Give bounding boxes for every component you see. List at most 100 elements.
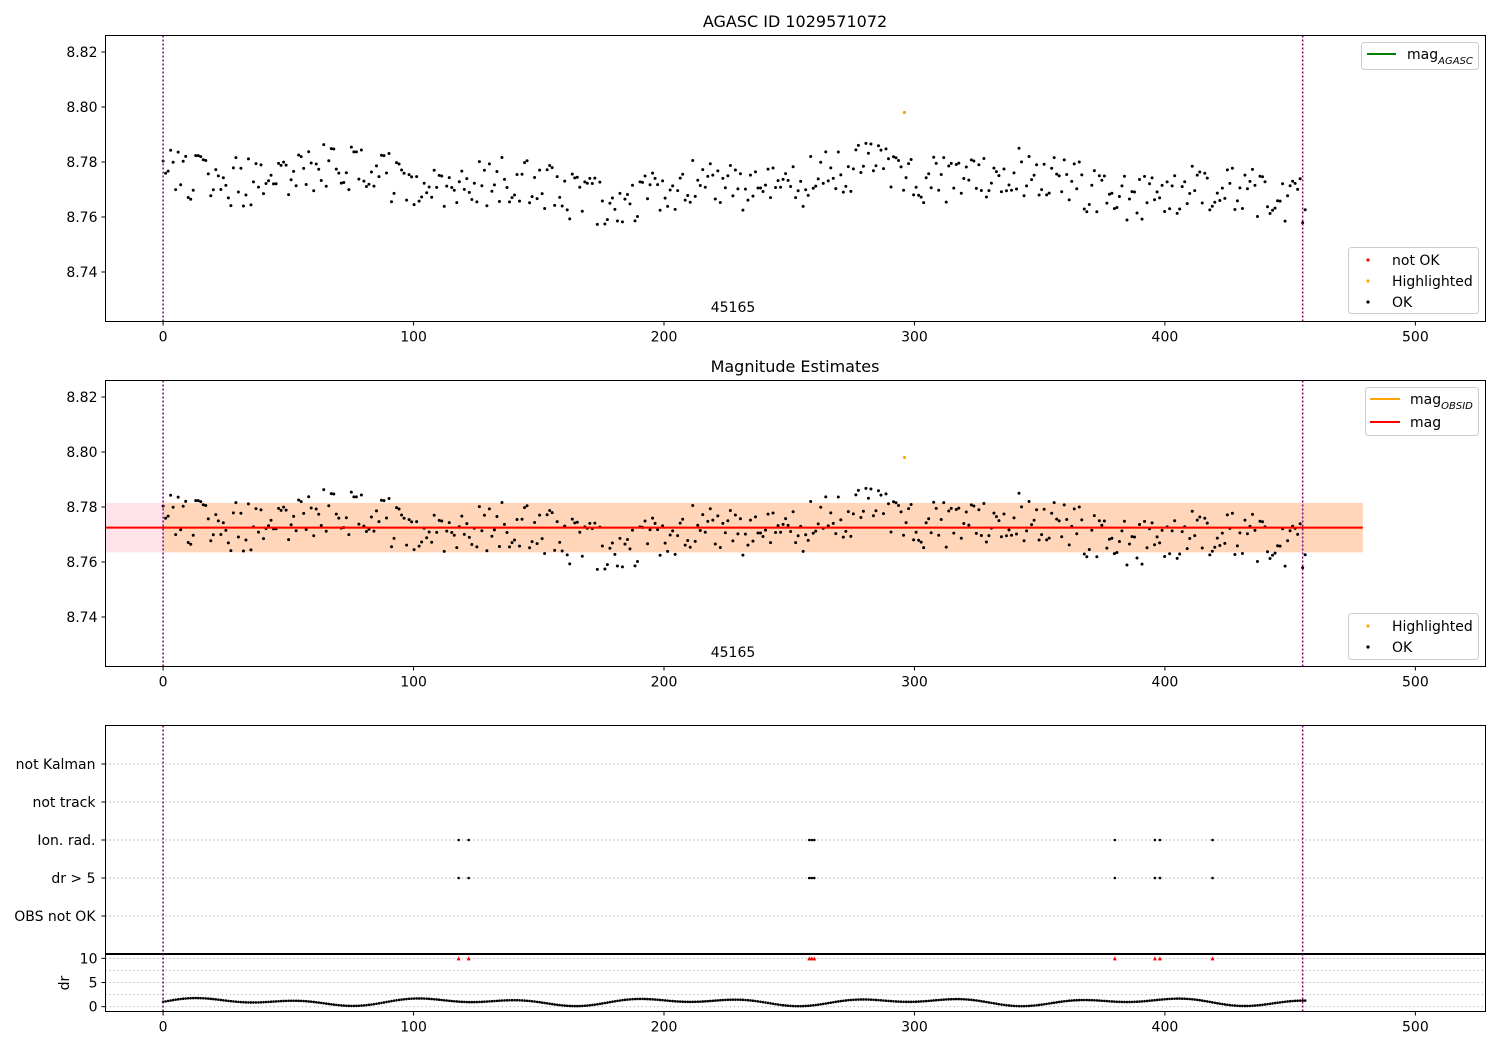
panel1-ok-point (543, 207, 547, 211)
panel1-ok-point (1077, 160, 1081, 164)
panel2-ok-point (1107, 537, 1111, 541)
panel1-ok-point (681, 172, 685, 176)
panel1-ok-point (711, 173, 715, 177)
dr-point (1258, 1003, 1262, 1007)
panel1-ok-point (1213, 200, 1217, 204)
panel2-ok-point (1160, 528, 1164, 532)
panel2-ok-point (354, 495, 358, 499)
panel1-ok-point (201, 158, 205, 162)
panel1-ok-point (1258, 174, 1262, 178)
panel1-ok-point (292, 169, 296, 173)
dr-point (1233, 1004, 1237, 1007)
panel1-ok-point (1303, 208, 1307, 212)
panel2-ok-point (766, 512, 770, 516)
panel2-ok-point (1243, 518, 1247, 522)
panel1-ok-point (1223, 196, 1227, 200)
dr-point (922, 999, 925, 1003)
panel2-ok-point (1095, 555, 1099, 559)
panel2-ok-point (435, 530, 439, 534)
panel1-ok-point (1273, 206, 1277, 210)
panel1-ok-point (337, 171, 341, 175)
dr-point (591, 1003, 594, 1007)
dr-point (631, 997, 634, 1001)
panel1-ok-point (1009, 188, 1013, 192)
panel1-ok-point (987, 189, 991, 193)
dr-point (819, 1002, 823, 1006)
panel2-ok-point (743, 532, 747, 536)
dr-point (1203, 999, 1207, 1003)
panel2-ok-point (236, 535, 240, 539)
panel1-ok-point (359, 148, 363, 152)
panel1-ok-point (892, 155, 896, 159)
dr-point (179, 997, 182, 1001)
panel1-ok-point (199, 155, 203, 159)
dr-point (982, 1000, 986, 1003)
panel2-ok-point (392, 536, 396, 540)
dr-point (412, 997, 416, 1000)
panel2-xtick-label: 500 (1402, 675, 1429, 691)
panel2-ok-point (560, 549, 564, 553)
dr-point (570, 1004, 574, 1008)
panel-agasc: AGASC ID 1029571072 45165 0 100 200 300 400 5… (66, 12, 1486, 346)
panel2-ok-point (384, 516, 388, 520)
dr-point (616, 999, 619, 1003)
dr-point (1025, 1004, 1028, 1008)
panel1-ok-point (912, 193, 916, 197)
panel1-ok-point (721, 176, 725, 180)
panel1-ok-point (1263, 180, 1267, 184)
dr-point (1062, 999, 1066, 1003)
flag-point (467, 838, 470, 842)
dr-point (199, 996, 203, 1000)
dr-point (1175, 997, 1179, 1000)
dr-point (894, 1000, 898, 1003)
panel2-ok-point (826, 524, 830, 528)
panel2-ok-point (947, 509, 951, 513)
panel1-ok-point (472, 181, 476, 185)
dr-point (731, 998, 735, 1001)
dr-point (927, 999, 930, 1003)
panel1-ok-point (1012, 171, 1016, 175)
panel1-ok-point (954, 162, 958, 166)
panel1-ok-point (583, 180, 587, 184)
panel1-ok-point (206, 172, 210, 176)
panel2-ok-point (706, 519, 710, 523)
panel1-ok-point (846, 165, 850, 169)
panel1-ok-point (658, 208, 662, 212)
dr-point (1200, 999, 1204, 1002)
dr-point (515, 998, 519, 1002)
dr-point (452, 999, 456, 1003)
panel2-ok-point (299, 500, 303, 504)
dr-point (269, 1000, 273, 1004)
panel2-ok-point (1130, 535, 1134, 539)
panel2-ok-point (992, 511, 996, 515)
panel2-ok-point (703, 530, 707, 534)
panel1-ok-point (723, 186, 727, 190)
dr-point (739, 998, 742, 1002)
panel1-ok-point (420, 195, 424, 199)
dr-point (450, 999, 454, 1003)
panel1-ok-point (917, 193, 921, 197)
dr-point (362, 1004, 366, 1007)
dr-point (309, 1000, 313, 1003)
panel2-ok-point (693, 539, 697, 543)
panel1-ok-point (302, 166, 306, 170)
panel2-ok-point (909, 502, 913, 506)
panel1-ok-point (1296, 187, 1300, 191)
dr-point (1208, 1000, 1212, 1004)
dr-point (264, 1000, 268, 1004)
dr-point (1125, 1000, 1129, 1004)
panel1-ok-point (189, 197, 193, 201)
panel2-ok-point (836, 495, 840, 499)
panel1-ok-point (256, 185, 260, 189)
panel2-ok-point (1203, 516, 1207, 520)
panel1-ok-point (957, 161, 961, 165)
dr-point (691, 1000, 695, 1004)
dr-point (565, 1004, 569, 1008)
panel2-ok-point (455, 546, 459, 550)
panel1-ok-point (277, 161, 281, 165)
panel2-ok-point (407, 518, 411, 522)
panel2-ok-point (605, 563, 609, 567)
dr-point (244, 1001, 248, 1004)
panel1-ok-point (354, 150, 358, 154)
panel1-ok-point (1155, 190, 1159, 194)
